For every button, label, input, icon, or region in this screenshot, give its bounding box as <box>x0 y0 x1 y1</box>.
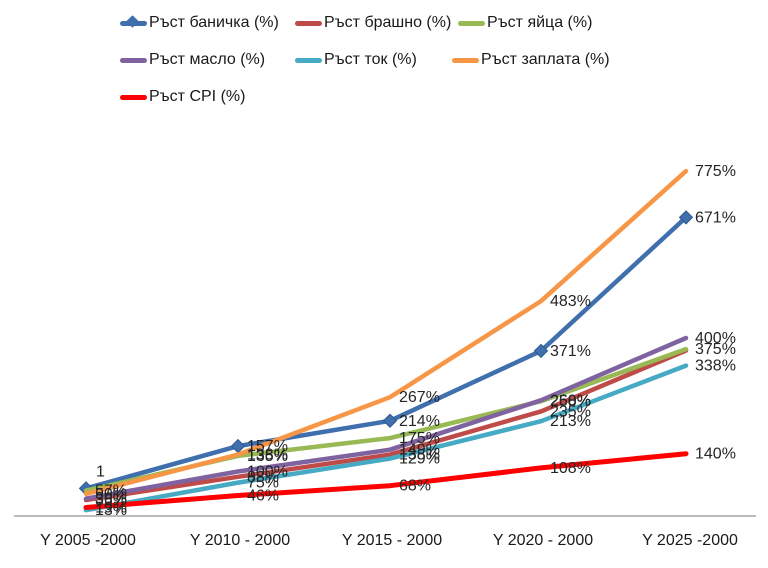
legend-item-zaplata: Ръст заплата (%) <box>452 49 610 71</box>
series-line-4 <box>83 363 689 513</box>
legend-line-marker-icon <box>458 20 485 26</box>
data-label: 671% <box>695 209 736 226</box>
data-label: 483% <box>550 293 591 310</box>
data-label: 88% <box>247 469 279 486</box>
legend-line-marker-icon <box>452 57 479 63</box>
series-line-6 <box>83 451 689 510</box>
x-axis-label: Y 2010 - 2000 <box>189 532 291 549</box>
data-label: 50% <box>95 486 127 503</box>
data-label: 46% <box>247 488 279 505</box>
legend-line-marker-icon <box>295 20 322 26</box>
legend-item-cpi: Ръст CPI (%) <box>120 86 245 108</box>
x-axis-label: Y 2015 - 2000 <box>341 532 443 549</box>
legend-line-marker-icon <box>120 15 147 28</box>
data-label: 140% <box>695 446 736 463</box>
data-label: 138% <box>247 447 288 464</box>
data-label: 138% <box>399 447 440 464</box>
data-label: 235% <box>550 403 591 420</box>
data-label: 260% <box>550 392 591 409</box>
data-label: 400% <box>695 330 736 347</box>
legend-line-marker-icon <box>120 57 147 63</box>
legend-label: Ръст брашно (%) <box>324 14 452 31</box>
data-label: 338% <box>695 358 736 375</box>
x-axis-label: Y 2005 -2000 <box>40 532 136 549</box>
data-label: 129% <box>399 451 440 468</box>
legend-label: Ръст масло (%) <box>149 51 266 68</box>
data-label: 214% <box>399 413 440 430</box>
legend-label: Ръст яйца (%) <box>487 14 593 31</box>
diamond-marker-icon <box>382 413 398 428</box>
data-label: 68% <box>399 478 431 495</box>
data-label: 19% <box>95 500 127 517</box>
data-label: 1 <box>96 463 105 480</box>
data-label: 108% <box>550 460 591 477</box>
data-label: 39% <box>95 491 127 508</box>
legend-item-tok: Ръст ток (%) <box>295 49 417 71</box>
legend-line-marker-icon <box>295 57 322 63</box>
legend-label: Ръст заплата (%) <box>481 51 610 68</box>
x-axis-label: Y 2020 - 2000 <box>492 532 594 549</box>
data-label: 371% <box>550 343 591 360</box>
legend-item-yaitsa: Ръст яйца (%) <box>458 12 592 34</box>
diamond-marker-icon <box>533 343 549 359</box>
data-label: 175% <box>399 430 440 447</box>
data-label: 213% <box>550 413 591 430</box>
data-label: 36% <box>95 492 127 509</box>
data-label: 57% <box>95 483 127 500</box>
legend-item-banichka: Ръст баничка (%) <box>120 12 279 34</box>
series-line-0 <box>83 215 689 491</box>
legend-item-brashno: Ръст брашно (%) <box>295 12 451 34</box>
legend-line-marker-icon <box>120 94 147 100</box>
legend-label: Ръст ток (%) <box>324 51 417 68</box>
data-label: 13% <box>95 502 127 519</box>
diamond-marker-icon <box>678 210 694 225</box>
data-label: 100% <box>247 464 288 481</box>
x-axis-label: Y 2025 -2000 <box>642 532 738 549</box>
data-label: 375% <box>695 341 736 358</box>
data-label: 258% <box>550 393 591 410</box>
data-label: 775% <box>695 163 736 180</box>
data-label: 157% <box>247 438 288 455</box>
data-label: 135% <box>247 448 288 465</box>
data-label: 267% <box>399 389 440 406</box>
series-line-1 <box>83 348 689 503</box>
data-label: 75% <box>247 475 279 492</box>
series-line-5 <box>83 168 689 497</box>
legend-item-maslo: Ръст масло (%) <box>120 49 265 71</box>
series-line-3 <box>83 335 689 501</box>
legend-label: Ръст CPI (%) <box>149 88 246 105</box>
legend-label: Ръст баничка (%) <box>149 14 279 31</box>
data-label: 149% <box>399 442 440 459</box>
